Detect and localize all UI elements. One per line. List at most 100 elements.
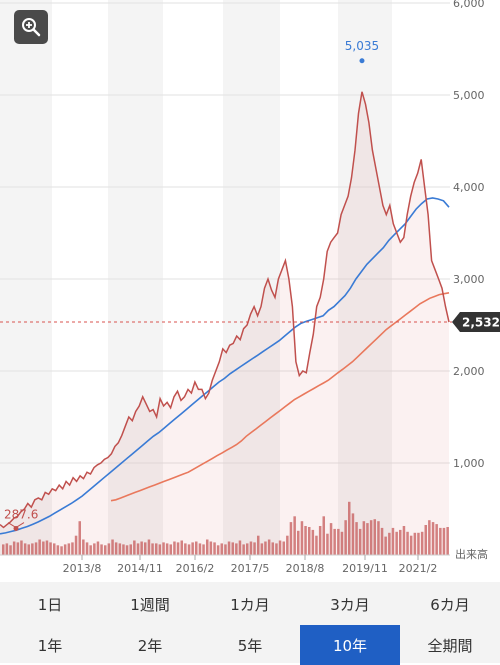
volume-bar [187, 544, 191, 555]
volume-bar [206, 539, 209, 555]
volume-bar [348, 501, 351, 555]
volume-bar [158, 544, 162, 555]
volume-bar [16, 542, 20, 555]
volume-bar [198, 543, 202, 555]
volume-bar [82, 539, 85, 555]
period-1y-button[interactable]: 1年 [37, 636, 63, 655]
period-1m-button[interactable]: 1カ月 [230, 595, 270, 614]
volume-bar [118, 543, 122, 555]
period-row-long: 1年 2年 5年 10年 全期間 [0, 625, 500, 665]
volume-bar [413, 532, 417, 555]
volume-bar [85, 542, 89, 555]
volume-bar [5, 543, 9, 555]
volume-bar [369, 520, 373, 555]
volume-bar [257, 535, 260, 555]
y-tick-label: 6,000 [453, 0, 485, 10]
period-all-button[interactable]: 全期間 [427, 636, 473, 655]
volume-bar [326, 533, 329, 555]
volume-bar [391, 527, 395, 555]
volume-bar [300, 521, 304, 555]
volume-bar [202, 544, 205, 555]
period-5y-button[interactable]: 5年 [237, 636, 263, 655]
volume-bar [417, 532, 420, 555]
zoom-in-icon [21, 17, 41, 37]
zoom-button[interactable] [14, 10, 48, 44]
period-1d-button[interactable]: 1日 [37, 595, 63, 614]
volume-bar [209, 541, 213, 555]
volume-bar [96, 541, 100, 555]
x-tick-label: 2018/8 [286, 562, 325, 575]
volume-bar [304, 526, 307, 555]
period-10y-button[interactable]: 10年 [300, 625, 400, 665]
volume-bar [344, 520, 347, 555]
volume-bar [402, 526, 406, 555]
volume-bar [191, 542, 194, 555]
volume-bar [184, 543, 187, 555]
volume-bar [246, 543, 249, 555]
volume-bar [45, 540, 49, 555]
volume-bar [38, 539, 41, 555]
volume-bar [107, 543, 111, 555]
period-2y-button[interactable]: 2年 [137, 636, 163, 655]
x-tick-label: 2016/2 [176, 562, 215, 575]
volume-bar [20, 540, 23, 555]
volume-bar [362, 521, 366, 555]
y-tick-label: 4,000 [453, 181, 485, 194]
volume-bar [267, 539, 271, 555]
volume-bar [384, 536, 387, 555]
volume-bar [216, 545, 220, 555]
volume-bar [308, 527, 311, 555]
volume-bar [133, 540, 136, 555]
volume-bar [253, 542, 256, 555]
volume-bar [293, 516, 296, 555]
chart-canvas: 1,000 2,000 3,000 4,000 5,000 6,000 2,532 5,035… [0, 0, 500, 575]
volume-bar [409, 535, 413, 555]
max-marker [359, 58, 365, 64]
volume-bar [49, 542, 52, 555]
volume-bar [271, 542, 274, 555]
volume-bar [373, 519, 376, 555]
volume-bar [136, 543, 140, 555]
x-tick-label: 2017/5 [231, 562, 270, 575]
volume-bar [249, 541, 253, 555]
volume-bar [388, 532, 391, 555]
volume-bar [125, 545, 129, 555]
max-annotation-label: 5,035 [345, 39, 379, 53]
volume-bar [12, 541, 16, 555]
volume-bar [439, 527, 442, 555]
period-6m-button[interactable]: 6カ月 [430, 595, 470, 614]
volume-bar [235, 543, 238, 555]
volume-bar [275, 543, 278, 555]
volume-bar [169, 544, 172, 555]
x-tick-label: 2014/11 [117, 562, 163, 575]
volume-bar [399, 529, 402, 555]
stock-chart: 1,000 2,000 3,000 4,000 5,000 6,000 2,532 5,035… [0, 0, 500, 575]
volume-bar [34, 542, 38, 555]
period-3m-button[interactable]: 3カ月 [330, 595, 370, 614]
volume-bar [435, 524, 438, 555]
volume-bar [231, 542, 234, 555]
volume-bar [89, 545, 92, 555]
volume-bar [23, 543, 27, 555]
background-band [0, 0, 52, 555]
volume-bar [71, 542, 74, 555]
volume-bar [155, 543, 158, 555]
volume-bar [100, 544, 103, 555]
volume-bar [114, 542, 118, 555]
price-area-fill [0, 91, 449, 556]
volume-bar [264, 541, 267, 555]
volume-bar [173, 541, 176, 555]
volume-bar [315, 535, 318, 555]
volume-bar [2, 544, 5, 555]
volume-bar [111, 539, 114, 555]
volume-bar [63, 544, 67, 555]
period-1w-button[interactable]: 1週間 [130, 595, 170, 614]
volume-bar [144, 542, 147, 555]
volume-bar [340, 531, 344, 555]
volume-bar [424, 525, 427, 555]
volume-bar [442, 527, 446, 555]
volume-bar [446, 527, 449, 555]
x-tick-label: 2021/2 [399, 562, 438, 575]
volume-bar [93, 543, 96, 555]
volume-bar [358, 528, 362, 555]
